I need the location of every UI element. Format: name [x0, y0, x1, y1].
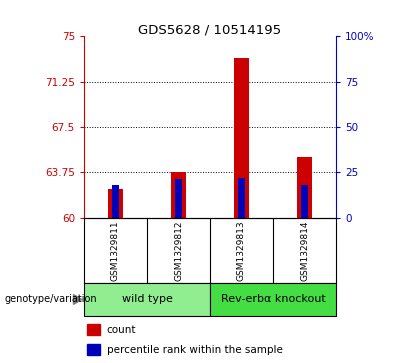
Bar — [234, 58, 249, 218]
Bar — [301, 185, 308, 218]
Text: wild type: wild type — [121, 294, 173, 305]
Bar — [238, 178, 245, 218]
Bar — [175, 179, 182, 218]
Bar — [84, 283, 210, 316]
Text: GSM1329812: GSM1329812 — [174, 220, 183, 281]
Bar — [87, 324, 100, 335]
Text: GSM1329811: GSM1329811 — [111, 220, 120, 281]
Text: GDS5628 / 10514195: GDS5628 / 10514195 — [139, 24, 281, 37]
Bar — [112, 184, 119, 218]
Text: genotype/variation: genotype/variation — [4, 294, 97, 305]
Bar — [108, 189, 123, 218]
Bar — [297, 157, 312, 218]
Text: count: count — [107, 325, 136, 335]
Text: percentile rank within the sample: percentile rank within the sample — [107, 345, 283, 355]
Text: GSM1329813: GSM1329813 — [237, 220, 246, 281]
Bar — [210, 283, 336, 316]
Text: GSM1329814: GSM1329814 — [300, 220, 309, 281]
Bar — [87, 344, 100, 355]
Bar — [171, 172, 186, 218]
Text: Rev-erbα knockout: Rev-erbα knockout — [220, 294, 326, 305]
